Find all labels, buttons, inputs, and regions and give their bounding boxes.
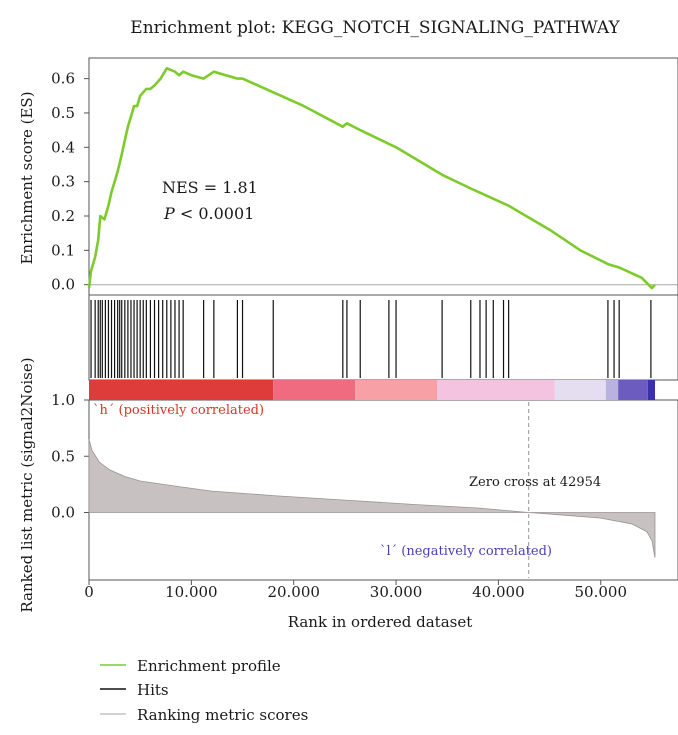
nes-label: NES = 1.81 — [162, 178, 258, 197]
x-tick-label: 30.000 — [370, 583, 423, 601]
x-axis-label: Rank in ordered dataset — [288, 613, 473, 631]
metric-tick-label: 0.0 — [51, 504, 75, 522]
metric-axis: 1.0 0.5 0.0 — [51, 391, 89, 522]
es-tick-label: 0.4 — [51, 138, 75, 156]
hits-lines — [90, 300, 652, 378]
p-value: < 0.0001 — [175, 204, 255, 223]
es-tick-label: 0.0 — [51, 276, 75, 294]
zero-cross-label: Zero cross at 42954 — [469, 475, 601, 490]
ranking-metric-area — [88, 439, 656, 558]
es-panel-frame — [88, 57, 678, 296]
es-tick-label: 0.5 — [51, 104, 75, 122]
rank-bar-segment — [647, 380, 655, 400]
ranked-list-color-bar — [89, 380, 655, 400]
legend: Enrichment profile Hits Ranking metric s… — [100, 657, 308, 724]
legend-label-enrichment-profile: Enrichment profile — [137, 657, 281, 675]
legend-label-ranking-metric: Ranking metric scores — [137, 706, 308, 724]
x-tick-label: 0 — [84, 583, 94, 601]
es-tick-label: 0.3 — [51, 173, 75, 191]
rank-bar-segment — [355, 380, 437, 400]
legend-label-hits: Hits — [137, 681, 169, 699]
metric-tick-label: 1.0 — [51, 391, 75, 409]
negative-correlation-label: `l´ (negatively correlated) — [380, 544, 552, 559]
es-tick-label: 0.2 — [51, 207, 75, 225]
x-tick-label: 10.000 — [165, 583, 218, 601]
enrichment-profile-line — [87, 67, 656, 290]
es-y-axis-label: Enrichment score (ES) — [18, 91, 36, 264]
rank-bar-segment — [89, 380, 274, 400]
chart-title: Enrichment plot: KEGG_NOTCH_SIGNALING_PA… — [130, 18, 620, 38]
metric-tick-label: 0.5 — [51, 447, 75, 465]
rank-bar-segment — [618, 380, 648, 400]
positive-correlation-label: `h´ (positively correlated) — [93, 403, 264, 418]
es-axis: 0.0 0.1 0.2 0.3 0.4 0.5 0.6 — [51, 70, 89, 294]
rank-bar-segment — [273, 380, 356, 400]
rank-bar-segment — [554, 380, 606, 400]
es-tick-label: 0.6 — [51, 70, 75, 88]
p-value-label: P < 0.0001 — [163, 204, 254, 223]
x-tick-label: 40.000 — [472, 583, 525, 601]
es-tick-label: 0.1 — [51, 241, 75, 259]
p-symbol: P — [163, 204, 175, 223]
x-tick-label: 50.000 — [575, 583, 628, 601]
x-axis: 0 10.000 20.000 30.000 40.000 50.000 — [84, 580, 627, 601]
x-tick-label: 20.000 — [267, 583, 320, 601]
rank-bar-segment — [605, 380, 619, 400]
hits-panel-frame — [88, 294, 678, 381]
metric-y-axis-label: Ranked list metric (signal2Noise) — [18, 357, 36, 612]
rank-bar-segment — [436, 380, 555, 400]
